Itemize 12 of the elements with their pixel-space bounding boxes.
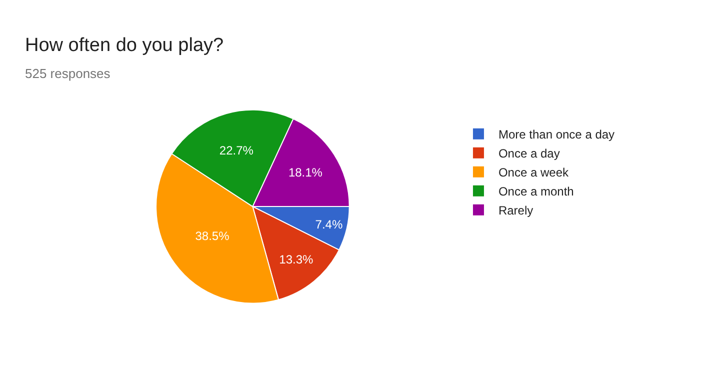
- data-label: 38.5%: [195, 229, 230, 244]
- data-label: 7.4%: [315, 218, 343, 232]
- legend-label: Rarely: [498, 204, 534, 218]
- chart-subtitle: 525 responses: [25, 66, 111, 81]
- legend-label: More than once a day: [498, 128, 615, 142]
- legend-label: Once a week: [498, 166, 570, 180]
- data-label: 18.1%: [288, 166, 323, 180]
- data-label: 22.7%: [219, 143, 254, 158]
- data-label: 13.3%: [279, 252, 314, 267]
- legend-label: Once a day: [498, 146, 560, 161]
- chart-title: How often do you play?: [25, 35, 224, 56]
- legend-label: Once a month: [498, 184, 574, 199]
